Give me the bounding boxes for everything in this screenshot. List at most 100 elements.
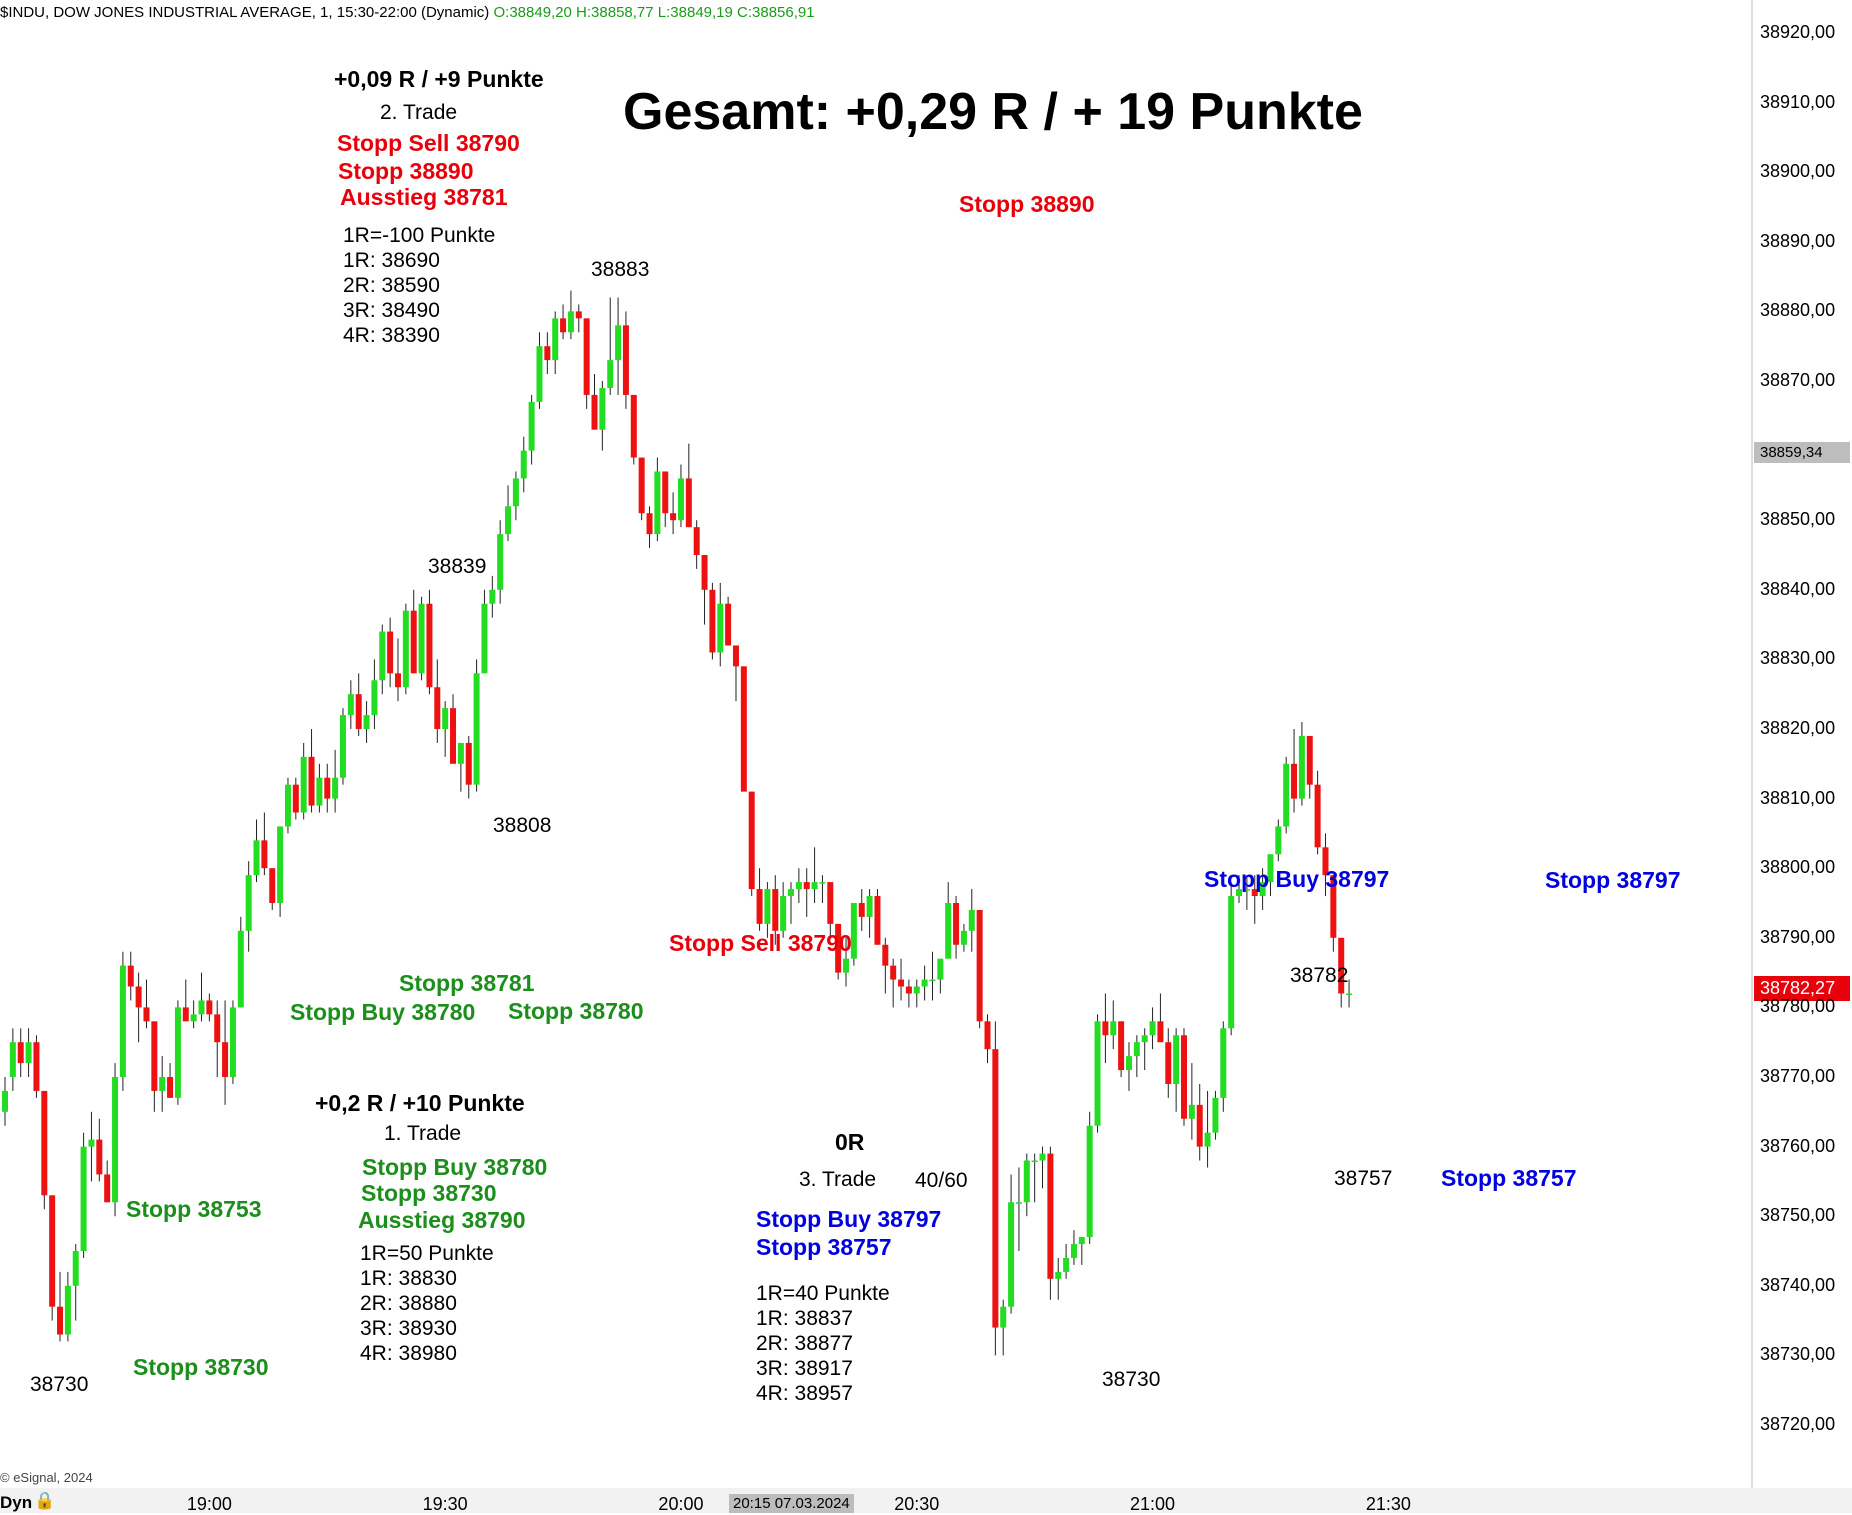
candle-up xyxy=(1228,896,1235,1029)
high-38839: 38839 xyxy=(428,555,487,578)
trade2-r-line-0: 1R=-100 Punkte xyxy=(343,224,496,247)
lock-icon[interactable]: 🔒 xyxy=(34,1491,56,1510)
candle-down xyxy=(662,471,669,514)
price-tick-label: 38900,00 xyxy=(1760,161,1836,182)
candle-up xyxy=(536,346,543,402)
candle-down xyxy=(1102,1021,1109,1036)
last-price-tag: 38782,27 xyxy=(1754,976,1850,1001)
candle-up xyxy=(190,1014,197,1022)
candle-up xyxy=(1000,1306,1007,1328)
candle-down xyxy=(292,784,299,813)
candle-down xyxy=(591,394,598,430)
candle-down xyxy=(835,923,842,973)
candle-down xyxy=(261,840,268,869)
candle-up xyxy=(1094,1021,1101,1126)
trade3-ratio: 40/60 xyxy=(915,1169,968,1192)
right-axis-panel xyxy=(1750,0,1852,1513)
low-38757: 38757 xyxy=(1334,1167,1393,1190)
candle-up xyxy=(1039,1153,1046,1161)
candle-up xyxy=(945,903,952,959)
price-tick-label: 38870,00 xyxy=(1760,370,1836,390)
candle-up xyxy=(1070,1244,1077,1258)
candle-up xyxy=(599,387,606,430)
price-tick-label: 38800,00 xyxy=(1760,857,1836,878)
candle-down xyxy=(214,1014,221,1043)
candle-up xyxy=(1298,735,1305,799)
candle-up xyxy=(1259,882,1266,897)
candle-down xyxy=(772,889,779,931)
candle-up xyxy=(1125,1056,1132,1071)
trade1-r-line-0: 1R=50 Punkte xyxy=(360,1242,494,1265)
candle-up xyxy=(25,1042,32,1064)
trade3-label: 3. Trade xyxy=(799,1168,877,1191)
candle-up xyxy=(88,1139,95,1147)
candle-up xyxy=(764,889,771,924)
candle-down xyxy=(560,318,567,333)
stopp-38757-right: Stopp 38757 xyxy=(1441,1165,1577,1191)
candle-up xyxy=(717,603,724,653)
candle-down xyxy=(465,742,472,785)
candle-down xyxy=(1330,875,1337,938)
candle-up xyxy=(913,986,920,994)
time-tick-label: 21:30 xyxy=(1365,1494,1411,1514)
candle-up xyxy=(1212,1097,1219,1133)
candle-up xyxy=(552,318,559,361)
trade2-r-line-3: 3R: 38490 xyxy=(343,299,440,322)
candle-down xyxy=(646,513,653,535)
candle-up xyxy=(363,715,370,729)
low-38730-left: 38730 xyxy=(30,1373,89,1396)
candle-down xyxy=(670,513,677,521)
trade3-result: 0R xyxy=(835,1129,865,1155)
candle-up xyxy=(1204,1132,1211,1147)
time-tick-label: 19:30 xyxy=(422,1494,468,1514)
trade1-stopp: Stopp 38730 xyxy=(361,1180,497,1206)
candle-up xyxy=(1078,1237,1085,1245)
candle-up xyxy=(402,610,409,688)
candle-up xyxy=(567,311,574,333)
candle-down xyxy=(984,1021,991,1050)
trade2-stopp: Stopp 38890 xyxy=(338,158,474,184)
candle-down xyxy=(206,1000,213,1015)
candle-down xyxy=(874,896,881,945)
trade1-r-line-2: 2R: 38880 xyxy=(360,1292,457,1315)
trade3-r-line-2: 2R: 38877 xyxy=(756,1332,853,1355)
candle-up xyxy=(174,1007,181,1098)
copyright: © eSignal, 2024 xyxy=(0,1470,93,1485)
candle-up xyxy=(1220,1028,1227,1098)
trade3-r-line-0: 1R=40 Punkte xyxy=(756,1282,890,1305)
candle-up xyxy=(489,589,496,604)
candle-up xyxy=(457,742,464,764)
candle-down xyxy=(182,1007,189,1022)
price-tick-label: 38810,00 xyxy=(1760,787,1836,808)
candle-up xyxy=(1283,763,1290,827)
candle-up xyxy=(780,896,787,931)
candle-down xyxy=(898,979,905,987)
candle-down xyxy=(1314,784,1321,848)
candle-down xyxy=(151,1021,158,1091)
candle-down xyxy=(630,394,637,458)
price-tick-label: 38910,00 xyxy=(1760,91,1836,112)
price-tick-label: 38740,00 xyxy=(1760,1274,1836,1295)
candle-up xyxy=(442,708,449,729)
stopp-38890-right: Stopp 38890 xyxy=(959,191,1095,217)
trade2-label: 2. Trade xyxy=(380,101,458,124)
candle-up xyxy=(1086,1125,1093,1238)
candle-up xyxy=(1243,889,1250,891)
candle-down xyxy=(701,555,708,590)
price-tick-label: 38890,00 xyxy=(1760,230,1836,251)
candle-down xyxy=(740,666,747,792)
candle-down xyxy=(890,965,897,980)
candle-down xyxy=(992,1049,999,1328)
candle-up xyxy=(512,478,519,507)
candle-up xyxy=(654,471,661,535)
candle-down xyxy=(1047,1153,1054,1279)
candle-up xyxy=(277,826,284,903)
candle-up xyxy=(615,325,622,361)
candle-up xyxy=(371,680,378,716)
trade2-ausstieg: Ausstieg 38781 xyxy=(340,184,508,210)
candle-down xyxy=(450,708,457,764)
candle-down xyxy=(426,603,433,688)
candle-up xyxy=(1149,1021,1156,1036)
candle-up xyxy=(1141,1035,1148,1043)
candle-down xyxy=(127,965,134,987)
